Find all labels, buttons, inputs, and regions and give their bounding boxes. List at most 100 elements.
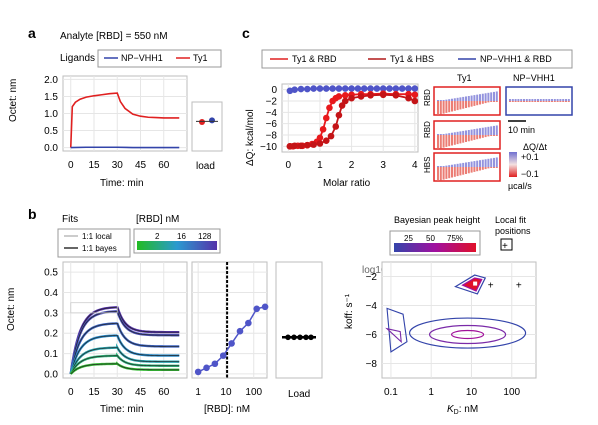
peak-tick-25: 25 (404, 234, 413, 243)
thermo-bar (439, 167, 442, 181)
thermo-bar (520, 101, 523, 102)
thermo-bar (487, 158, 490, 167)
panel-a-xticks: 0 15 30 45 60 (68, 160, 170, 171)
ytick-label: 0.0 (44, 143, 58, 154)
thermo-col-np: NP−VHH1 (513, 73, 555, 83)
thermo-bar (484, 101, 487, 104)
panel-b-xlabel: Time: min (100, 404, 144, 415)
thermo-bar (479, 128, 481, 135)
thermo-bar (534, 101, 537, 102)
xtick-label: 4 (412, 160, 418, 171)
thermo-bar (548, 99, 551, 101)
panel-b-label: b (28, 206, 37, 222)
thermo-bar (476, 160, 479, 167)
data-point (304, 85, 311, 93)
thermo-bar (462, 96, 465, 101)
thermo-bar (484, 159, 487, 167)
thermo-bar (545, 99, 548, 101)
thermo-bar (445, 133, 448, 135)
thermo-bar (495, 125, 498, 135)
thermo-row-rbd2: RBD (423, 121, 432, 138)
local-fit-marker: + (488, 281, 494, 292)
panel-b-lines (69, 302, 180, 375)
thermo-bar (459, 135, 462, 144)
thermo-bar (545, 101, 548, 102)
xtick-label: 0 (68, 387, 74, 398)
xtick-label: 15 (88, 160, 100, 171)
data-point (316, 134, 324, 142)
ytick-label: −10 (260, 142, 277, 153)
thermo-bar (465, 162, 467, 167)
thermo-bar (487, 167, 490, 169)
thermo-bar (479, 160, 481, 167)
thermo-bar (456, 131, 459, 135)
thermo-bar (556, 99, 559, 101)
panel-b-steady-xticks: 1 10 100 (195, 387, 262, 398)
data-point (360, 85, 368, 92)
thermo-bar (481, 127, 484, 135)
xtick-label: 30 (112, 387, 124, 398)
data-point (411, 97, 419, 105)
thermo-bar (476, 94, 479, 101)
thermo-bar (451, 101, 453, 112)
panel-c-legend (261, 49, 573, 69)
peak-label: Bayesian peak height (394, 215, 481, 225)
thermo-bar (442, 135, 445, 148)
thermo-bar (439, 100, 442, 101)
thermo-bar (548, 101, 551, 102)
thermo-bar (487, 126, 490, 135)
thermo-bar (493, 91, 495, 101)
ytick-label: 0.3 (44, 308, 58, 319)
data-point (261, 303, 269, 311)
data-point (297, 85, 305, 93)
data-point (326, 104, 333, 112)
panel-d-xlabel: KD: nM (447, 404, 478, 416)
thermo-bar (462, 167, 465, 175)
data-point (367, 85, 374, 92)
thermo-bar (553, 99, 556, 101)
thermo-bar (542, 99, 545, 101)
thermo-bar (542, 101, 545, 102)
thermo-bar (445, 167, 448, 179)
fits-legend (57, 228, 131, 258)
data-point (329, 85, 336, 92)
xtick-label: 3 (380, 160, 386, 171)
thermo-bar (456, 167, 459, 177)
xtick-label: 100 (245, 387, 262, 398)
thermo-bar (511, 101, 514, 102)
load-point (303, 334, 309, 341)
data-point (322, 137, 330, 144)
ytick-label: 0.4 (44, 288, 58, 299)
panel-b-steady-grid (192, 262, 267, 378)
fits-label-local: 1:1 local (82, 232, 112, 241)
thermo-bar (442, 101, 445, 114)
data-point (253, 305, 261, 313)
thermo-bar (528, 101, 531, 102)
series-line (69, 92, 180, 148)
thermo-bar (490, 167, 493, 168)
thermo-bar (476, 135, 479, 140)
thermo-bar (456, 97, 459, 101)
thermo-bar (493, 157, 495, 167)
ytick-label: 2.0 (44, 75, 58, 86)
thermo-bar (439, 134, 442, 135)
data-point (316, 85, 324, 92)
thermo-bar (442, 100, 445, 101)
data-point (367, 92, 374, 99)
thermo-row-rbd: RBD (423, 89, 432, 106)
xtick-label: 30 (112, 160, 124, 171)
thermo-bar (462, 130, 465, 135)
thermo-scale-label: 10 min (508, 125, 535, 135)
thermo-bar (551, 99, 553, 101)
thermo-bar (462, 101, 465, 109)
xtick-label: 2 (349, 160, 355, 171)
fits-label-bayes: 1:1 bayes (82, 244, 117, 253)
thermo-bar (448, 135, 451, 147)
panel-b-plot (62, 261, 188, 379)
data-point (398, 85, 406, 92)
thermo-bar (470, 167, 473, 173)
load-point (308, 334, 314, 341)
thermo-bar (453, 101, 456, 111)
thermo-bar (476, 128, 479, 135)
thermo-bar (448, 167, 451, 179)
